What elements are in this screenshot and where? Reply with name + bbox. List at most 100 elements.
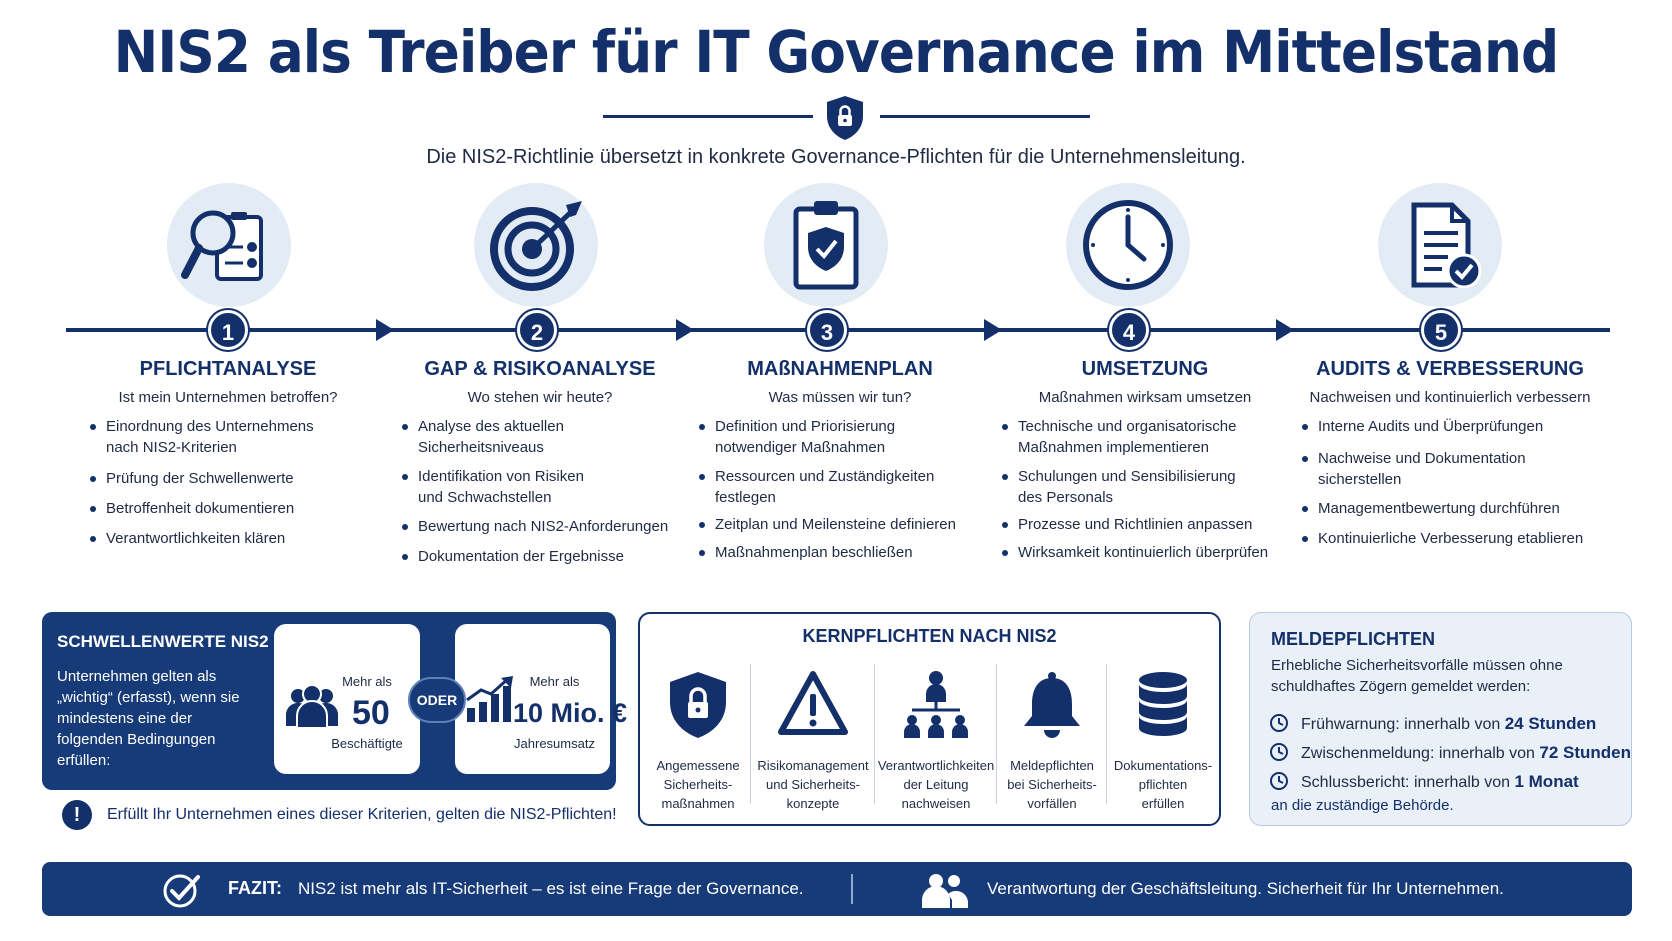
step-title: UMSETZUNG xyxy=(1081,358,1209,380)
step-subtitle: Nachweisen und kontinuierlich verbessern xyxy=(1309,389,1591,406)
reporting-footer: an die zuständige Behörde. xyxy=(1271,797,1454,814)
core-duty-item: Dokumentations- pflichten erfüllen xyxy=(1108,662,1218,812)
core-duties-title: KERNPFLICHTEN NACH NIS2 xyxy=(802,626,1057,646)
divider xyxy=(851,874,853,904)
reporting-row: Schlussbericht: innerhalb von 1 Monat xyxy=(1269,771,1579,792)
conclusion-label: FAZIT: xyxy=(228,878,282,898)
step-title: PFLICHTANALYSE xyxy=(139,358,317,380)
step-1-icon-circle xyxy=(167,183,291,307)
list-item: Einordnung des Unternehmens nach NIS2-Kr… xyxy=(88,416,314,458)
step-number: 1 xyxy=(208,310,248,350)
list-item: Analyse des aktuellen Sicherheitsniveaus xyxy=(400,416,564,458)
core-duty-label: Dokumentations- pflichten erfüllen xyxy=(1113,758,1213,811)
divider xyxy=(874,664,875,804)
timeline-arrow xyxy=(676,319,694,341)
reporting-row-label: Frühwarnung: innerhalb von xyxy=(1301,716,1501,733)
shield-lock-icon xyxy=(670,672,726,738)
step-audits-verbesserung: AUDITS & VERBESSERUNG Nachweisen und kon… xyxy=(1300,358,1600,547)
list-item: Managementbewertung durchführen xyxy=(1300,498,1560,519)
revenue-card: Mehr als 10 Mio. € Jahresumsatz xyxy=(455,624,627,774)
step-title: GAP & RISIKOANALYSE xyxy=(424,358,656,380)
threshold-panel: SCHWELLENWERTE NIS2 Unternehmen gelten a… xyxy=(42,612,627,790)
bell-icon xyxy=(1024,672,1080,738)
core-duty-item: Verantwortlichkeiten der Leitung nachwei… xyxy=(876,662,996,812)
timeline-arrow xyxy=(1276,319,1294,341)
step-5-icon-circle xyxy=(1378,183,1502,307)
list-item: Technische und organisatorische Maßnahme… xyxy=(1000,416,1236,458)
step-subtitle: Maßnahmen wirksam umsetzen xyxy=(1038,389,1252,406)
threshold-note: Erfüllt Ihr Unternehmen eines dieser Kri… xyxy=(107,806,617,823)
reporting-row-label: Schlussbericht: innerhalb von xyxy=(1301,774,1511,791)
step-massnahmenplan: MAßNAHMENPLAN Was müssen wir tun? Defini… xyxy=(697,358,983,561)
step-subtitle: Ist mein Unternehmen betroffen? xyxy=(118,389,338,406)
reporting-row-value: 1 Monat xyxy=(1514,772,1579,791)
divider xyxy=(1106,664,1107,804)
step-number: 4 xyxy=(1109,310,1149,350)
target-icon xyxy=(490,201,582,291)
employees-card: Mehr als 50 Beschäftigte xyxy=(274,624,420,774)
bar-chart-growth-icon xyxy=(466,676,513,722)
magnifier-checklist-icon xyxy=(181,210,263,281)
core-duty-label: Meldepflichten bei Sicherheits- vorfälle… xyxy=(1007,758,1097,811)
timeline-arrow xyxy=(984,319,1002,341)
database-icon xyxy=(1139,672,1187,736)
revenue-pre: Mehr als xyxy=(529,674,580,689)
list-item: Definition und Priorisierung notwendiger… xyxy=(697,416,895,458)
reporting-title: MELDEPFLICHTEN xyxy=(1271,629,1435,649)
list-item: Bewertung nach NIS2-Anforderungen xyxy=(400,516,668,537)
core-duty-label: Risikomanagement und Sicherheits- konzep… xyxy=(757,758,869,811)
page-subtitle: Die NIS2-Richtlinie übersetzt in konkret… xyxy=(426,146,1246,168)
list-item: Wirksamkeit kontinuierlich überprüfen xyxy=(1000,542,1268,563)
clock-icon xyxy=(1270,772,1288,790)
divider xyxy=(996,664,997,804)
warning-icon xyxy=(778,671,848,735)
core-duty-item: Risikomanagement und Sicherheits- konzep… xyxy=(752,662,874,812)
reporting-row-value: 72 Stunden xyxy=(1539,743,1631,762)
step-number: 2 xyxy=(517,310,557,350)
list-item: Verantwortlichkeiten klären xyxy=(88,528,285,549)
list-item: Dokumentation der Ergebnisse xyxy=(400,546,624,567)
list-item: Zeitplan und Meilensteine definieren xyxy=(697,514,956,535)
shield-lock-icon xyxy=(827,96,863,140)
clipboard-shield-icon xyxy=(793,201,859,290)
reporting-row-value: 24 Stunden xyxy=(1504,714,1597,733)
step-gap-risikoanalyse: GAP & RISIKOANALYSE Wo stehen wir heute?… xyxy=(400,358,680,565)
threshold-title: SCHWELLENWERTE NIS2 xyxy=(57,632,269,651)
timeline-arrow xyxy=(376,319,394,341)
step-pflichtanalyse: PFLICHTANALYSE Ist mein Unternehmen betr… xyxy=(88,358,368,547)
core-duty-item: Meldepflichten bei Sicherheits- vorfälle… xyxy=(998,662,1106,812)
step-number: 3 xyxy=(807,310,847,350)
revenue-value: 10 Mio. € xyxy=(513,698,628,728)
list-item: Nachweise und Dokumentation sicherstelle… xyxy=(1300,448,1526,490)
step-subtitle: Wo stehen wir heute? xyxy=(467,389,613,406)
step-number: 5 xyxy=(1421,310,1461,350)
core-duty-label: Verantwortlichkeiten der Leitung nachwei… xyxy=(877,758,995,811)
reporting-row: Frühwarnung: innerhalb von 24 Stunden xyxy=(1269,713,1596,734)
list-item: Maßnahmenplan beschließen xyxy=(697,542,913,563)
title-rule-right xyxy=(880,115,1090,118)
people-group-icon xyxy=(286,684,338,728)
reporting-row-label: Zwischenmeldung: innerhalb von xyxy=(1301,745,1535,762)
core-duties-panel: KERNPFLICHTEN NACH NIS2 Angemessene Sich… xyxy=(638,612,1221,826)
reporting-row: Zwischenmeldung: innerhalb von 72 Stunde… xyxy=(1269,742,1631,763)
list-item: Betroffenheit dokumentieren xyxy=(88,498,294,519)
divider xyxy=(750,664,751,804)
step-2-icon-circle xyxy=(474,183,598,307)
employees-value: 50 xyxy=(352,694,390,732)
people-icon xyxy=(922,874,968,908)
step-3-icon-circle xyxy=(764,183,888,307)
reporting-panel: MELDEPFLICHTEN Erhebliche Sicherheitsvor… xyxy=(1249,612,1632,826)
threshold-text: Unternehmen gelten als „wichtig“ (erfass… xyxy=(57,668,240,769)
responsibility-text: Verantwortung der Geschäftsleitung. Sich… xyxy=(987,879,1504,898)
clock-icon xyxy=(1083,200,1173,290)
step-title: MAßNAHMENPLAN xyxy=(747,358,933,380)
exclamation-icon: ! xyxy=(62,800,92,830)
title-rule-left xyxy=(603,115,813,118)
revenue-label: Jahresumsatz xyxy=(514,736,595,751)
conclusion-bar: FAZIT: NIS2 ist mehr als IT-Sicherheit –… xyxy=(42,862,1632,916)
list-item: Ressourcen und Zuständigkeiten festlegen xyxy=(697,466,934,508)
core-duty-label: Angemessene Sicherheits- maßnahmen xyxy=(656,758,740,811)
conclusion-text: NIS2 ist mehr als IT-Sicherheit – es ist… xyxy=(298,879,804,898)
step-title: AUDITS & VERBESSERUNG xyxy=(1316,358,1584,380)
check-circle-icon xyxy=(163,874,200,908)
